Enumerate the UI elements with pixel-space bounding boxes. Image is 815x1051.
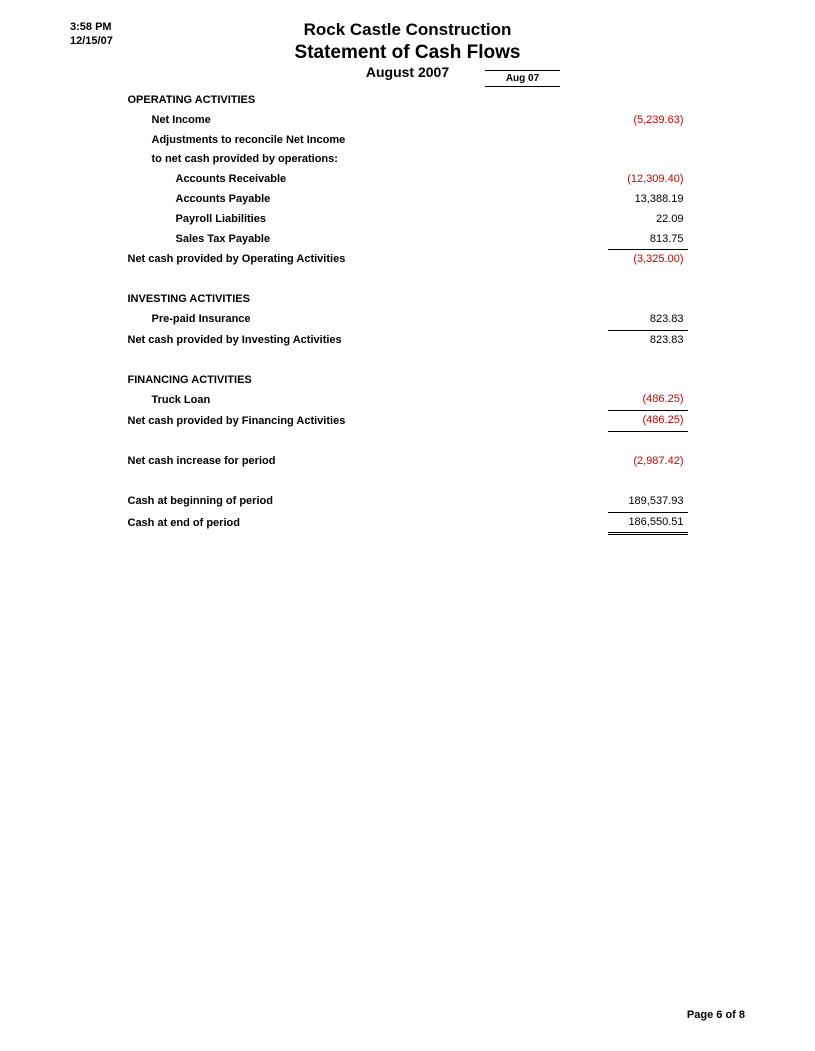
row-value: 823.83 — [608, 310, 688, 331]
section-heading-financing: FINANCING ACTIVITIES — [128, 371, 688, 391]
financing-subtotal: Net cash provided by Financing Activitie… — [128, 411, 688, 432]
report-header: Rock Castle Construction Statement of Ca… — [0, 0, 815, 87]
table-row: Pre-paid Insurance 823.83 — [128, 310, 688, 331]
table-row: Truck Loan (486.25) — [128, 390, 688, 411]
report-period: August 2007 — [0, 64, 815, 80]
page-footer: Page 6 of 8 — [687, 1009, 745, 1021]
cash-flow-report: OPERATING ACTIVITIES Net Income (5,239.6… — [128, 91, 688, 535]
row-value: 813.75 — [608, 230, 688, 251]
cash-begin-row: Cash at beginning of period 189,537.93 — [104, 492, 688, 513]
operating-subtotal: Net cash provided by Operating Activitie… — [128, 250, 688, 270]
row-label: Cash at beginning of period — [104, 492, 608, 512]
row-label: to net cash provided by operations: — [128, 150, 608, 170]
net-income-row: Net Income (5,239.63) — [128, 111, 688, 131]
row-value: (486.25) — [608, 390, 688, 411]
table-row: Payroll Liabilities 22.09 — [128, 210, 688, 230]
row-value: (12,309.40) — [608, 170, 688, 190]
section-heading-operating: OPERATING ACTIVITIES — [128, 91, 688, 111]
row-label: Sales Tax Payable — [128, 230, 608, 250]
report-date: 12/15/07 — [70, 34, 113, 48]
row-label: Adjustments to reconcile Net Income — [128, 131, 608, 151]
row-label: Accounts Payable — [128, 190, 608, 210]
row-label: Accounts Receivable — [128, 170, 608, 190]
subtotal-value: (486.25) — [608, 411, 688, 432]
heading-label: OPERATING ACTIVITIES — [128, 91, 608, 111]
row-label: Pre-paid Insurance — [128, 310, 608, 330]
report-time: 3:58 PM — [70, 20, 113, 34]
row-value: 13,388.19 — [608, 190, 688, 210]
subtotal-value: 823.83 — [608, 331, 688, 351]
adjustments-line-1: Adjustments to reconcile Net Income — [128, 131, 688, 151]
table-row: Sales Tax Payable 813.75 — [128, 230, 688, 251]
heading-label: INVESTING ACTIVITIES — [128, 290, 608, 310]
subtotal-value: (3,325.00) — [608, 250, 688, 270]
row-value: 189,537.93 — [608, 492, 688, 513]
heading-label: FINANCING ACTIVITIES — [128, 371, 608, 391]
row-label: Net Income — [128, 111, 608, 131]
table-row: Accounts Receivable (12,309.40) — [128, 170, 688, 190]
company-name: Rock Castle Construction — [0, 20, 815, 40]
timestamp-block: 3:58 PM 12/15/07 — [70, 20, 113, 49]
row-label: Net cash increase for period — [104, 452, 608, 472]
investing-subtotal: Net cash provided by Investing Activitie… — [128, 331, 688, 351]
subtotal-label: Net cash provided by Operating Activitie… — [128, 250, 608, 270]
report-title: Statement of Cash Flows — [0, 42, 815, 64]
row-value: (2,987.42) — [608, 452, 688, 472]
row-value: 186,550.51 — [608, 513, 688, 536]
net-increase-row: Net cash increase for period (2,987.42) — [104, 452, 688, 472]
adjustments-line-2: to net cash provided by operations: — [128, 150, 688, 170]
cash-end-row: Cash at end of period 186,550.51 — [80, 513, 688, 536]
subtotal-label: Net cash provided by Investing Activitie… — [128, 331, 608, 351]
row-label: Payroll Liabilities — [128, 210, 608, 230]
column-header: Aug 07 — [485, 70, 560, 87]
table-row: Accounts Payable 13,388.19 — [128, 190, 688, 210]
row-label: Truck Loan — [128, 391, 608, 411]
row-label: Cash at end of period — [80, 514, 608, 534]
subtotal-label: Net cash provided by Financing Activitie… — [128, 412, 608, 432]
row-value: 22.09 — [608, 210, 688, 230]
section-heading-investing: INVESTING ACTIVITIES — [128, 290, 688, 310]
row-value: (5,239.63) — [608, 111, 688, 131]
